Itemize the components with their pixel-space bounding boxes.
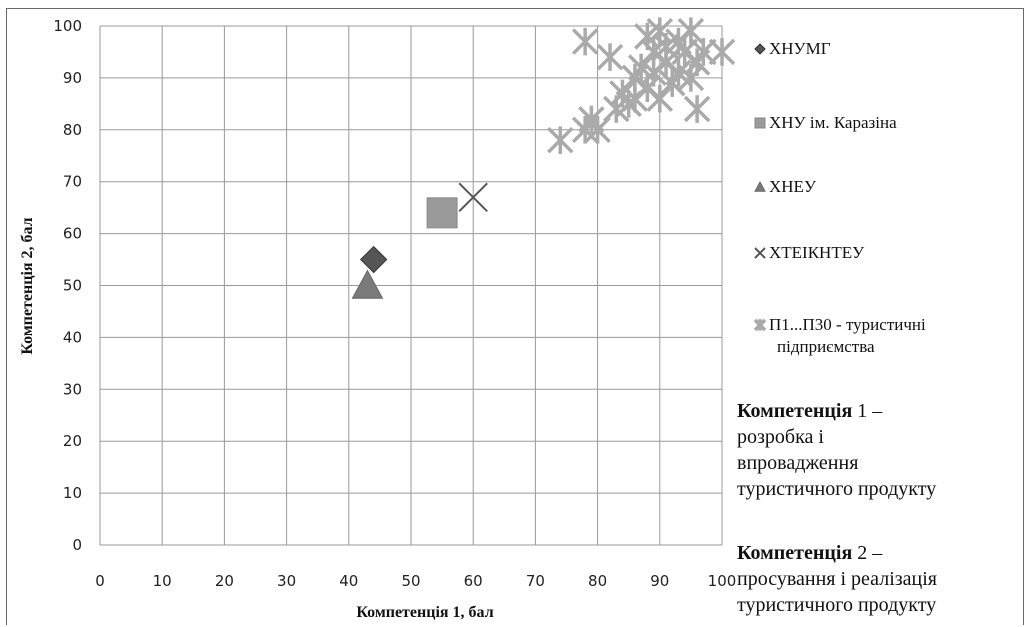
y-tick-label: 40	[63, 328, 82, 346]
note-competence-2: Компетенція 2 – просування і реалізація …	[737, 540, 937, 618]
legend-marker-square	[754, 117, 766, 129]
x-tick-label: 0	[95, 572, 105, 590]
y-tick-label: 20	[63, 432, 82, 450]
x-tick-label: 90	[650, 572, 669, 590]
note-competence-1-line: розробка і	[737, 426, 824, 448]
data-point-asterisk	[547, 126, 574, 154]
legend-label: ХНУМГ	[769, 39, 831, 58]
x-tick-labels: 0 10 20 30 40 50 60 70 80 90 100	[95, 572, 736, 590]
x-tick-label: 20	[215, 572, 234, 590]
data-point-x	[458, 182, 488, 212]
y-tick-label: 60	[63, 225, 82, 243]
data-point-diamond	[359, 245, 388, 274]
note-competence-1: Компетенція 1 – розробка і впровадження …	[737, 398, 936, 502]
y-tick-labels: 0 10 20 30 40 50 60 70 80 90 100	[53, 17, 82, 554]
x-tick-label: 100	[708, 572, 737, 590]
legend-label: П1...П30 - туристичні підприємства	[769, 315, 926, 356]
data-point-triangle	[351, 269, 384, 299]
data-point-asterisk	[708, 38, 736, 66]
note-competence-1-bold: Компетенція	[737, 400, 853, 422]
legend-label: ХНЕУ	[769, 177, 817, 196]
data-point-asterisk	[683, 95, 711, 123]
note-competence-2-number: 2 –	[852, 542, 883, 564]
y-tick-label: 100	[53, 17, 82, 35]
note-competence-1-number: 1 –	[852, 400, 883, 422]
x-tick-label: 60	[464, 572, 483, 590]
y-tick-label: 90	[63, 69, 82, 87]
x-tick-label: 80	[588, 572, 607, 590]
legend-label: ХНУ ім. Каразіна	[769, 113, 897, 132]
legend-marker-x	[754, 247, 766, 259]
x-tick-label: 70	[526, 572, 545, 590]
x-tick-label: 10	[153, 572, 172, 590]
x-tick-label: 50	[401, 572, 420, 590]
chart-frame	[6, 8, 1024, 625]
legend-marker-triangle	[754, 180, 766, 192]
note-competence-1-line: впровадження	[737, 452, 859, 474]
legend: ХНУМГ ХНУ ім. Каразіна ХНЕУ ХТЕІКНТЕУ П1...П…	[753, 39, 926, 356]
data-point-asterisk	[677, 17, 705, 45]
x-axis-title: Компетенція 1, бал	[356, 604, 493, 621]
data-point-square	[426, 197, 458, 229]
data-points	[351, 17, 736, 299]
x-tick-label: 40	[339, 572, 358, 590]
note-competence-1-heading: Компетенція 1 –	[737, 398, 936, 424]
x-tick-label: 30	[277, 572, 296, 590]
grid-lines	[99, 25, 723, 546]
y-tick-label: 70	[63, 173, 82, 191]
y-tick-label: 50	[63, 277, 82, 295]
legend-marker-asterisk	[753, 318, 767, 332]
y-tick-label: 10	[63, 484, 82, 502]
data-point-asterisk	[646, 84, 674, 113]
legend-marker-diamond	[754, 43, 766, 55]
data-point-asterisk	[596, 43, 624, 71]
y-tick-label: 0	[72, 536, 82, 554]
y-tick-label: 80	[63, 121, 82, 139]
y-axis-title: Компетенція 2, бал	[19, 217, 36, 354]
note-competence-2-line: туристичного продукту	[737, 594, 937, 616]
note-competence-2-heading: Компетенція 2 –	[737, 540, 937, 566]
data-point-asterisk	[690, 38, 717, 66]
note-competence-2-bold: Компетенція	[737, 542, 853, 564]
y-tick-label: 30	[63, 380, 82, 398]
note-competence-2-line: просування і реалізація	[737, 568, 937, 590]
legend-label: ХТЕІКНТЕУ	[769, 243, 865, 262]
note-competence-1-line: туристичного продукту	[737, 478, 937, 500]
data-point-asterisk	[571, 27, 599, 56]
